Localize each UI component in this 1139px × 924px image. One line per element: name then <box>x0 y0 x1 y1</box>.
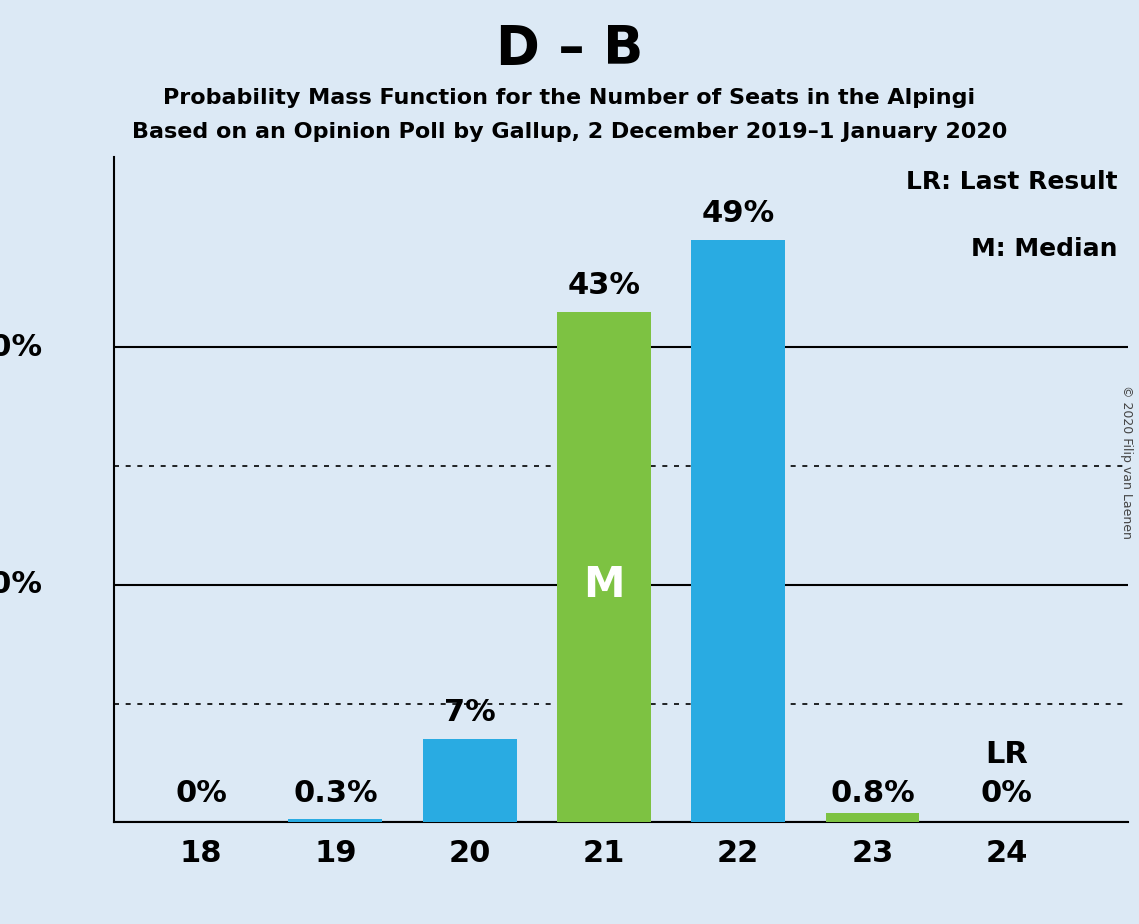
Text: 40%: 40% <box>0 333 43 361</box>
Text: 7%: 7% <box>444 699 495 727</box>
Text: 0.3%: 0.3% <box>293 779 378 808</box>
Text: © 2020 Filip van Laenen: © 2020 Filip van Laenen <box>1121 385 1133 539</box>
Text: 0%: 0% <box>175 779 227 808</box>
Text: Based on an Opinion Poll by Gallup, 2 December 2019–1 January 2020: Based on an Opinion Poll by Gallup, 2 De… <box>132 122 1007 142</box>
Bar <box>691 240 785 822</box>
Bar <box>288 819 383 822</box>
Text: LR: LR <box>985 740 1029 769</box>
Text: Probability Mass Function for the Number of Seats in the Alpingi: Probability Mass Function for the Number… <box>163 88 976 108</box>
Bar <box>423 739 517 822</box>
Text: M: M <box>583 564 624 606</box>
Bar <box>826 813 919 822</box>
Text: 0.8%: 0.8% <box>830 779 915 808</box>
Text: 49%: 49% <box>702 200 775 228</box>
Text: 43%: 43% <box>567 271 640 299</box>
Text: D – B: D – B <box>495 23 644 75</box>
Text: M: Median: M: Median <box>970 237 1117 261</box>
Text: 0%: 0% <box>981 779 1033 808</box>
Text: LR: Last Result: LR: Last Result <box>906 170 1117 194</box>
Bar <box>557 311 652 822</box>
Text: 20%: 20% <box>0 570 43 600</box>
